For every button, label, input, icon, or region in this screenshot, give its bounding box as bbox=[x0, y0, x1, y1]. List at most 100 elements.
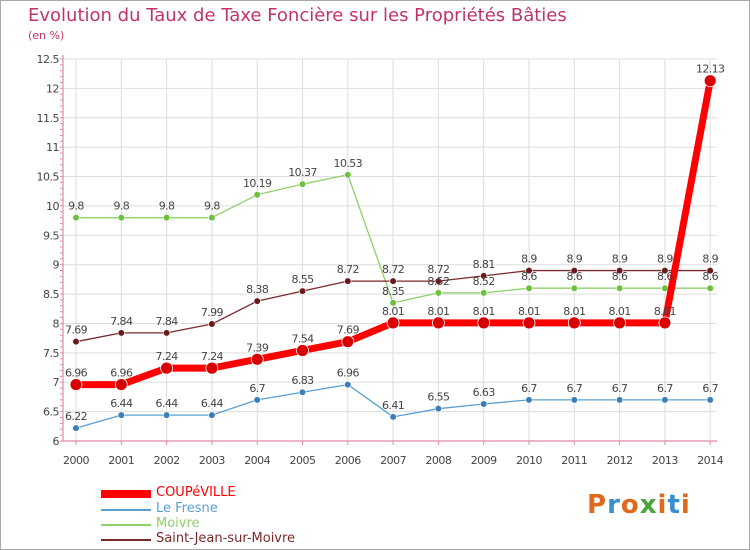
data-point-le-fresne bbox=[615, 396, 624, 404]
data-point-le-fresne bbox=[434, 405, 443, 413]
data-label-saint-jean-sur-moivre: 8.72 bbox=[427, 263, 449, 276]
data-label-le-fresne: 6.55 bbox=[427, 391, 450, 404]
data-label-moivre: 8.6 bbox=[702, 270, 718, 283]
data-label-moivre: 8.52 bbox=[473, 275, 495, 288]
x-tick-label: 2006 bbox=[335, 454, 361, 467]
data-point-moivre bbox=[389, 299, 397, 307]
x-tick-label: 2002 bbox=[154, 454, 180, 467]
data-label-le-fresne: 6.44 bbox=[110, 397, 133, 410]
data-label-moivre: 9.8 bbox=[159, 200, 175, 213]
data-point-coup-ville bbox=[613, 316, 626, 330]
data-point-le-fresne bbox=[389, 413, 397, 421]
data-point-moivre bbox=[706, 284, 714, 292]
data-point-le-fresne bbox=[298, 388, 307, 396]
data-label-le-fresne: 6.7 bbox=[702, 382, 718, 395]
data-point-moivre bbox=[525, 284, 533, 292]
data-label-saint-jean-sur-moivre: 7.69 bbox=[65, 324, 88, 337]
data-label-coup-ville: 6.96 bbox=[110, 367, 133, 380]
data-label-layer: 6.96 6.96 7.24 7.24 7.39 7.54 7.69 8.01 8.01 8.01… bbox=[65, 63, 726, 423]
data-label-saint-jean-sur-moivre: 8.72 bbox=[337, 263, 359, 276]
data-label-moivre: 8.6 bbox=[566, 270, 582, 283]
data-point-saint-jean-sur-moivre bbox=[661, 266, 669, 275]
data-label-coup-ville: 7.24 bbox=[156, 350, 179, 363]
x-tick-label: 2001 bbox=[108, 454, 134, 467]
legend-label-moivre: Moivre bbox=[156, 516, 200, 531]
data-point-le-fresne bbox=[661, 396, 669, 404]
legend-swatch-le-fresne bbox=[101, 509, 151, 511]
data-label-moivre: 9.8 bbox=[113, 200, 129, 213]
data-point-coup-ville bbox=[658, 316, 672, 330]
data-point-coup-ville bbox=[431, 316, 445, 330]
data-point-coup-ville bbox=[567, 316, 581, 330]
data-point-le-fresne bbox=[253, 396, 261, 404]
y-tick-label: 10 bbox=[46, 200, 59, 213]
y-tick-label: 6 bbox=[53, 435, 60, 448]
data-point-moivre bbox=[661, 284, 669, 292]
y-tick-label: 7 bbox=[53, 376, 60, 389]
data-label-saint-jean-sur-moivre: 8.9 bbox=[521, 253, 537, 266]
data-point-saint-jean-sur-moivre bbox=[117, 329, 125, 337]
data-label-coup-ville: 8.01 bbox=[654, 305, 676, 318]
x-tick-label: 2009 bbox=[471, 454, 497, 467]
data-point-moivre bbox=[434, 289, 443, 297]
data-label-moivre: 8.6 bbox=[521, 270, 537, 283]
logo-letter: x bbox=[639, 490, 658, 520]
y-axis-unit: (en %) bbox=[28, 29, 65, 42]
legend-swatch-coupeville bbox=[101, 490, 151, 498]
data-label-saint-jean-sur-moivre: 8.9 bbox=[702, 253, 718, 266]
data-label-saint-jean-sur-moivre: 8.55 bbox=[291, 273, 314, 286]
y-tick-label: 12 bbox=[46, 82, 59, 95]
data-label-coup-ville: 7.54 bbox=[291, 332, 314, 345]
data-point-moivre bbox=[298, 180, 307, 188]
data-label-moivre: 8.35 bbox=[382, 285, 405, 298]
data-point-le-fresne bbox=[570, 396, 578, 404]
data-label-le-fresne: 6.41 bbox=[382, 399, 404, 412]
data-label-moivre: 8.6 bbox=[657, 270, 673, 283]
data-point-le-fresne bbox=[480, 400, 488, 408]
legend-swatch-saint-jean-sur-moivre bbox=[101, 539, 151, 541]
data-label-saint-jean-sur-moivre: 8.9 bbox=[657, 253, 673, 266]
data-point-moivre bbox=[208, 214, 216, 222]
grid-layer bbox=[63, 58, 717, 442]
y-tick-label: 8 bbox=[53, 317, 60, 330]
data-point-coup-ville bbox=[69, 378, 83, 391]
data-label-moivre: 10.37 bbox=[288, 166, 317, 179]
data-point-le-fresne bbox=[117, 411, 125, 419]
x-tick-label: 2007 bbox=[380, 454, 406, 467]
data-label-saint-jean-sur-moivre: 8.81 bbox=[473, 258, 495, 271]
data-point-saint-jean-sur-moivre bbox=[525, 266, 533, 275]
data-label-moivre: 10.19 bbox=[243, 177, 272, 190]
x-tick-label: 2008 bbox=[425, 454, 451, 467]
data-label-moivre: 9.8 bbox=[204, 200, 220, 213]
data-point-le-fresne bbox=[208, 411, 216, 419]
data-point-coup-ville bbox=[341, 335, 355, 349]
logo-letter: o bbox=[620, 490, 640, 520]
data-label-le-fresne: 6.96 bbox=[337, 367, 360, 380]
data-label-le-fresne: 6.44 bbox=[156, 397, 179, 410]
data-label-saint-jean-sur-moivre: 7.84 bbox=[110, 315, 133, 328]
data-label-coup-ville: 8.01 bbox=[518, 305, 540, 318]
y-tick-label: 12.5 bbox=[37, 53, 60, 66]
y-tick-label: 11.5 bbox=[37, 112, 60, 125]
x-tick-label: 2000 bbox=[63, 454, 89, 467]
data-point-le-fresne bbox=[706, 396, 714, 404]
x-tick-label: 2014 bbox=[697, 454, 723, 467]
legend-swatch-moivre bbox=[101, 524, 151, 526]
data-point-coup-ville bbox=[205, 361, 219, 375]
x-tick-label: 2013 bbox=[652, 454, 678, 467]
chart-title: Evolution du Taux de Taxe Foncière sur l… bbox=[28, 5, 567, 26]
data-label-coup-ville: 8.01 bbox=[563, 305, 585, 318]
data-point-moivre bbox=[480, 289, 488, 297]
y-tick-label: 6.5 bbox=[43, 406, 59, 419]
y-tick-label: 10.5 bbox=[37, 171, 60, 184]
y-tick-label: 7.5 bbox=[43, 347, 59, 360]
y-tick-label: 8.5 bbox=[43, 288, 59, 301]
legend-label-coupeville: COUPéVILLE bbox=[156, 485, 236, 500]
data-point-saint-jean-sur-moivre bbox=[434, 277, 443, 285]
series-layer bbox=[69, 74, 717, 432]
data-point-le-fresne bbox=[344, 380, 352, 389]
data-point-moivre bbox=[72, 214, 80, 222]
data-label-saint-jean-sur-moivre: 7.99 bbox=[201, 306, 224, 319]
